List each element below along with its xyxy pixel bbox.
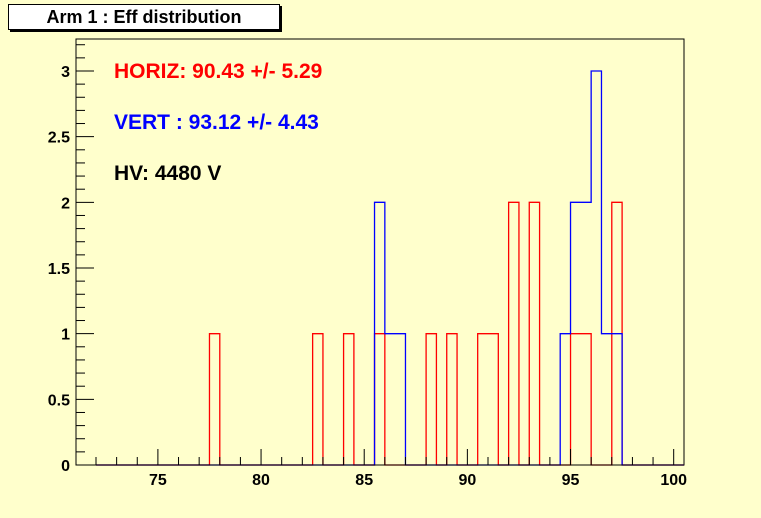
annotation-vert: VERT : 93.12 +/- 4.43 [114, 111, 319, 134]
y-tick-label: 0 [61, 458, 70, 475]
annotation-hv: HV: 4480 V [114, 162, 221, 185]
x-tick-label: 100 [660, 472, 687, 489]
y-tick-label: 2.5 [48, 130, 70, 147]
chart-title: Arm 1 : Eff distribution [8, 4, 280, 30]
y-tick-label: 0.5 [48, 392, 70, 409]
plot-frame [75, 38, 685, 466]
annotation-horiz: HORIZ: 90.43 +/- 5.29 [114, 60, 322, 83]
y-tick-label: 3 [61, 64, 70, 81]
x-tick-label: 90 [458, 472, 476, 489]
x-tick-label: 80 [252, 472, 270, 489]
x-tick-label: 85 [355, 472, 373, 489]
y-tick-label: 1.5 [48, 261, 70, 278]
axes: 75 80 85 90 95 100 0 0.5 1 1.5 2 2.5 3 [48, 39, 687, 489]
x-tick-label: 95 [562, 472, 580, 489]
y-tick-label: 1 [61, 327, 70, 344]
y-tick-label: 2 [61, 195, 70, 212]
x-tick-label: 75 [149, 472, 167, 489]
